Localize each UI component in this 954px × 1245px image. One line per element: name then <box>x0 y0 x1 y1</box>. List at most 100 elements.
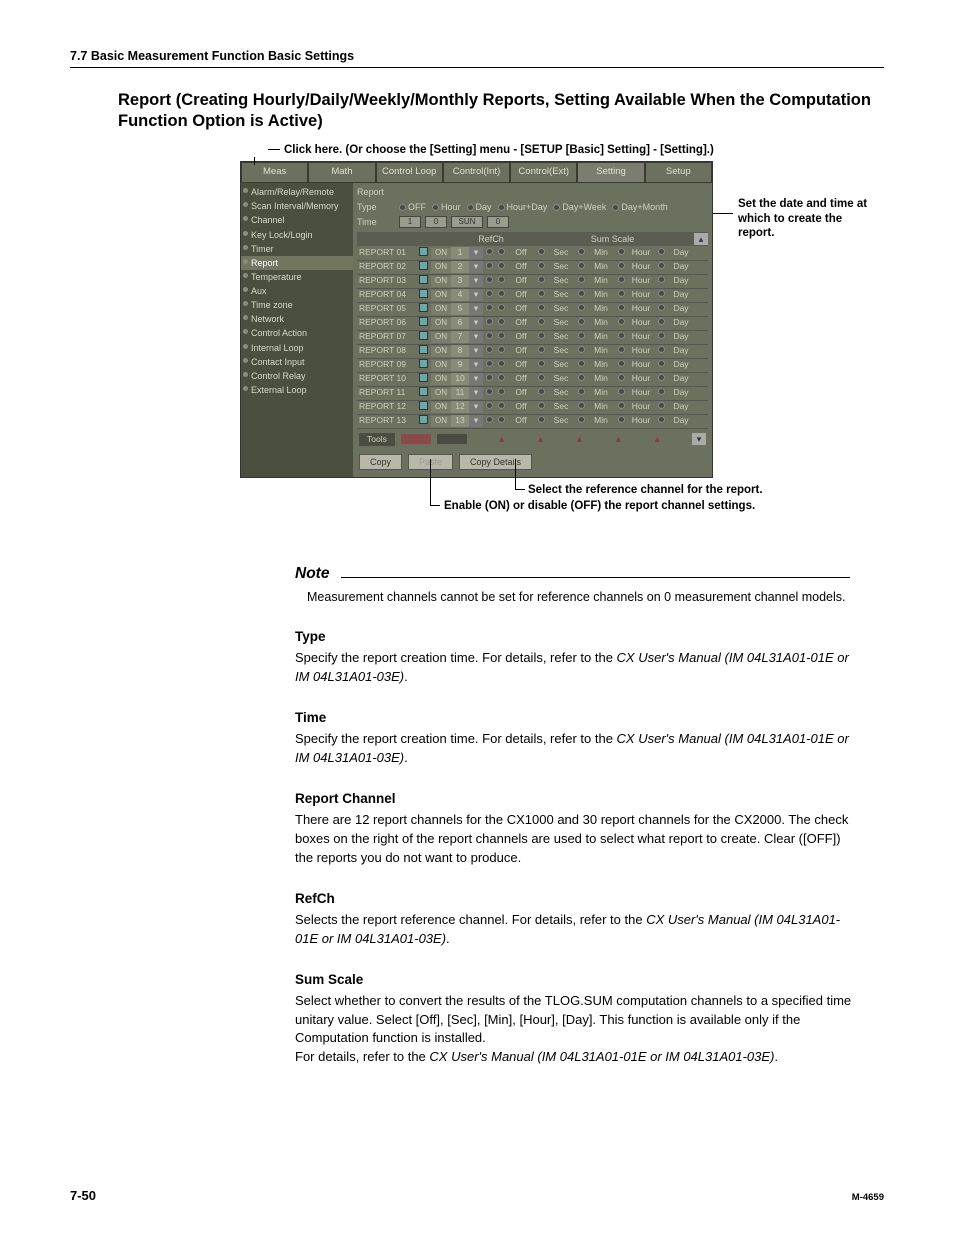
checkbox-icon[interactable] <box>419 275 428 284</box>
dropdown-icon[interactable]: ▾ <box>469 415 483 426</box>
radio-icon[interactable] <box>658 332 665 339</box>
radio-icon[interactable] <box>498 332 505 339</box>
checkbox-icon[interactable] <box>419 289 428 298</box>
sidebar-item[interactable]: Control Relay <box>241 369 353 383</box>
refch-value[interactable]: 9 <box>451 359 469 370</box>
checkbox-icon[interactable] <box>419 331 428 340</box>
radio-icon[interactable] <box>658 276 665 283</box>
radio-icon[interactable] <box>486 332 493 339</box>
radio-icon[interactable] <box>658 416 665 423</box>
radio-icon[interactable] <box>498 248 505 255</box>
refch-value[interactable]: 13 <box>451 415 469 426</box>
dropdown-icon[interactable]: ▾ <box>469 317 483 328</box>
radio-icon[interactable] <box>538 304 545 311</box>
sidebar-item[interactable]: Alarm/Relay/Remote <box>241 185 353 199</box>
radio-icon[interactable] <box>467 204 474 211</box>
radio-icon[interactable] <box>538 374 545 381</box>
radio-icon[interactable] <box>658 374 665 381</box>
radio-icon[interactable] <box>486 402 493 409</box>
radio-icon[interactable] <box>578 248 585 255</box>
dropdown-icon[interactable]: ▾ <box>469 401 483 412</box>
radio-icon[interactable] <box>486 374 493 381</box>
radio-icon[interactable] <box>538 346 545 353</box>
radio-icon[interactable] <box>658 402 665 409</box>
radio-icon[interactable] <box>578 346 585 353</box>
tab-controlext[interactable]: Control(Ext) <box>510 162 577 183</box>
time-input[interactable]: 0 <box>425 216 447 228</box>
radio-icon[interactable] <box>538 416 545 423</box>
sidebar-item[interactable]: Internal Loop <box>241 341 353 355</box>
radio-icon[interactable] <box>618 416 625 423</box>
radio-icon[interactable] <box>486 318 493 325</box>
radio-icon[interactable] <box>498 374 505 381</box>
radio-icon[interactable] <box>538 276 545 283</box>
radio-icon[interactable] <box>618 276 625 283</box>
refch-value[interactable]: 3 <box>451 275 469 286</box>
copy-details-button[interactable]: Copy Details <box>459 454 532 470</box>
refch-value[interactable]: 6 <box>451 317 469 328</box>
tab-meas[interactable]: Meas <box>241 162 308 183</box>
scroll-up-icon[interactable]: ▴ <box>694 233 708 245</box>
radio-icon[interactable] <box>498 388 505 395</box>
dropdown-icon[interactable]: ▾ <box>469 345 483 356</box>
sidebar-item[interactable]: Time zone <box>241 298 353 312</box>
radio-icon[interactable] <box>399 204 406 211</box>
radio-icon[interactable] <box>578 416 585 423</box>
radio-icon[interactable] <box>618 290 625 297</box>
radio-icon[interactable] <box>538 360 545 367</box>
radio-icon[interactable] <box>498 304 505 311</box>
dropdown-icon[interactable]: ▾ <box>469 303 483 314</box>
sidebar-item[interactable]: Control Action <box>241 326 353 340</box>
radio-icon[interactable] <box>538 332 545 339</box>
dropdown-icon[interactable]: ▾ <box>469 261 483 272</box>
refch-value[interactable]: 8 <box>451 345 469 356</box>
radio-icon[interactable] <box>618 374 625 381</box>
checkbox-icon[interactable] <box>419 317 428 326</box>
radio-icon[interactable] <box>658 262 665 269</box>
dropdown-icon[interactable]: ▾ <box>469 373 483 384</box>
radio-icon[interactable] <box>538 290 545 297</box>
radio-icon[interactable] <box>498 402 505 409</box>
refch-value[interactable]: 4 <box>451 289 469 300</box>
radio-icon[interactable] <box>498 290 505 297</box>
radio-icon[interactable] <box>486 388 493 395</box>
dropdown-icon[interactable]: ▾ <box>469 387 483 398</box>
radio-icon[interactable] <box>578 262 585 269</box>
tab-math[interactable]: Math <box>308 162 375 183</box>
radio-icon[interactable] <box>486 416 493 423</box>
dropdown-icon[interactable]: ▾ <box>469 289 483 300</box>
radio-icon[interactable] <box>578 304 585 311</box>
radio-icon[interactable] <box>553 204 560 211</box>
radio-icon[interactable] <box>498 318 505 325</box>
sidebar-item[interactable]: Scan Interval/Memory <box>241 199 353 213</box>
radio-icon[interactable] <box>618 388 625 395</box>
radio-icon[interactable] <box>658 248 665 255</box>
radio-icon[interactable] <box>578 402 585 409</box>
radio-icon[interactable] <box>618 318 625 325</box>
dropdown-icon[interactable]: ▾ <box>469 275 483 286</box>
sidebar-item[interactable]: Network <box>241 312 353 326</box>
radio-icon[interactable] <box>498 360 505 367</box>
radio-icon[interactable] <box>578 332 585 339</box>
dropdown-icon[interactable]: ▾ <box>469 331 483 342</box>
radio-icon[interactable] <box>486 346 493 353</box>
radio-icon[interactable] <box>618 346 625 353</box>
refch-value[interactable]: 12 <box>451 401 469 412</box>
dropdown-icon[interactable]: ▾ <box>469 359 483 370</box>
refch-value[interactable]: 5 <box>451 303 469 314</box>
tab-controlint[interactable]: Control(Int) <box>443 162 510 183</box>
refch-value[interactable]: 11 <box>451 387 469 398</box>
radio-icon[interactable] <box>658 304 665 311</box>
checkbox-icon[interactable] <box>419 401 428 410</box>
checkbox-icon[interactable] <box>419 373 428 382</box>
radio-icon[interactable] <box>486 304 493 311</box>
radio-icon[interactable] <box>498 276 505 283</box>
tab-setting[interactable]: Setting <box>577 162 644 183</box>
radio-icon[interactable] <box>538 262 545 269</box>
radio-icon[interactable] <box>498 416 505 423</box>
scroll-down-icon[interactable]: ▾ <box>692 433 706 445</box>
radio-icon[interactable] <box>618 402 625 409</box>
radio-icon[interactable] <box>498 204 505 211</box>
sidebar-item[interactable]: External Loop <box>241 383 353 397</box>
radio-icon[interactable] <box>618 332 625 339</box>
